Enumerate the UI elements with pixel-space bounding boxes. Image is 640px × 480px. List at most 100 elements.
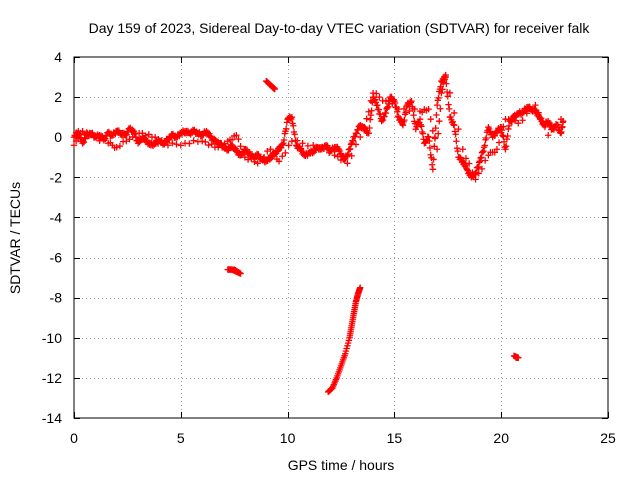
data-point	[532, 101, 539, 109]
grid	[74, 57, 608, 418]
data-point	[239, 150, 246, 157]
y-tick-label: -12	[42, 370, 62, 386]
data-point	[382, 109, 390, 117]
data-point	[123, 138, 130, 145]
data-point	[478, 149, 486, 156]
data-point	[443, 88, 451, 96]
data-point	[384, 103, 392, 110]
data-point	[366, 124, 373, 132]
data-point	[151, 134, 159, 141]
data-point	[422, 139, 429, 147]
data-point	[425, 134, 432, 141]
data-point	[399, 121, 407, 129]
data-point	[498, 129, 505, 136]
x-tick-label: 5	[177, 430, 185, 446]
data-point	[427, 115, 434, 123]
data-point	[92, 134, 99, 141]
data-point	[176, 132, 183, 140]
data-point	[285, 142, 292, 149]
data-point	[478, 154, 485, 161]
data-point	[237, 143, 244, 150]
data-point	[437, 105, 444, 112]
data-point	[462, 155, 470, 162]
data-point	[113, 144, 120, 151]
data-point	[426, 137, 433, 145]
data-point	[433, 101, 441, 109]
data-point	[495, 139, 503, 146]
data-point	[428, 161, 436, 168]
data-point	[544, 132, 552, 139]
data-point	[430, 156, 437, 163]
data-point	[537, 115, 545, 122]
data-point	[505, 122, 513, 130]
data-point	[287, 114, 294, 122]
y-tick-label: -14	[42, 410, 62, 426]
data-point	[82, 135, 89, 142]
data-point	[279, 153, 286, 160]
data-point	[511, 117, 519, 124]
data-point	[331, 152, 338, 159]
data-point	[70, 142, 78, 149]
data-point	[463, 166, 471, 173]
data-point	[557, 115, 565, 123]
x-axis-label: GPS time / hours	[288, 457, 395, 473]
data-point	[442, 71, 449, 79]
data-point	[373, 90, 380, 97]
data-point	[145, 131, 152, 138]
data-point	[451, 121, 458, 129]
data-point	[376, 93, 383, 101]
data-point	[465, 160, 473, 167]
data-point	[244, 156, 252, 163]
data-point	[267, 146, 274, 153]
data-point	[382, 97, 390, 105]
data-point	[538, 118, 545, 125]
data-point	[452, 131, 459, 138]
data-point	[315, 145, 322, 152]
data-point	[472, 176, 479, 183]
data-point	[164, 142, 172, 149]
data-point	[446, 89, 454, 96]
data-point	[435, 94, 442, 102]
data-point	[407, 99, 414, 106]
data-point	[254, 160, 261, 167]
data-point	[427, 151, 434, 159]
data-point	[294, 137, 301, 144]
data-point	[535, 109, 542, 116]
data-point	[440, 79, 447, 86]
data-point	[365, 108, 372, 115]
data-point	[365, 130, 372, 137]
data-point	[449, 118, 456, 125]
data-point	[376, 111, 384, 118]
data-point	[205, 141, 212, 149]
data-point	[425, 105, 432, 113]
data-point	[371, 96, 379, 103]
data-point	[232, 267, 239, 274]
data-point	[235, 135, 242, 143]
plot-frame	[73, 56, 609, 419]
y-tick-label: -4	[50, 209, 63, 225]
data-point	[173, 141, 180, 148]
data-point	[80, 138, 88, 146]
data-point	[126, 136, 133, 143]
data-point	[438, 89, 445, 97]
data-point	[434, 130, 442, 137]
data-point	[426, 144, 434, 152]
data-point	[515, 119, 522, 127]
data-point	[198, 138, 206, 145]
data-point	[260, 153, 268, 161]
data-point	[161, 139, 168, 146]
data-point	[139, 130, 146, 137]
data-point	[554, 121, 562, 128]
data-point	[357, 133, 364, 141]
data-point	[431, 143, 438, 150]
y-tick-label: -2	[50, 169, 63, 185]
data-point	[251, 158, 258, 165]
data-point	[348, 152, 355, 160]
data-point	[381, 113, 388, 120]
data-point	[202, 138, 209, 146]
data-point	[221, 140, 228, 147]
data-point	[436, 117, 443, 125]
data-point	[389, 100, 396, 107]
data-point	[541, 123, 549, 131]
